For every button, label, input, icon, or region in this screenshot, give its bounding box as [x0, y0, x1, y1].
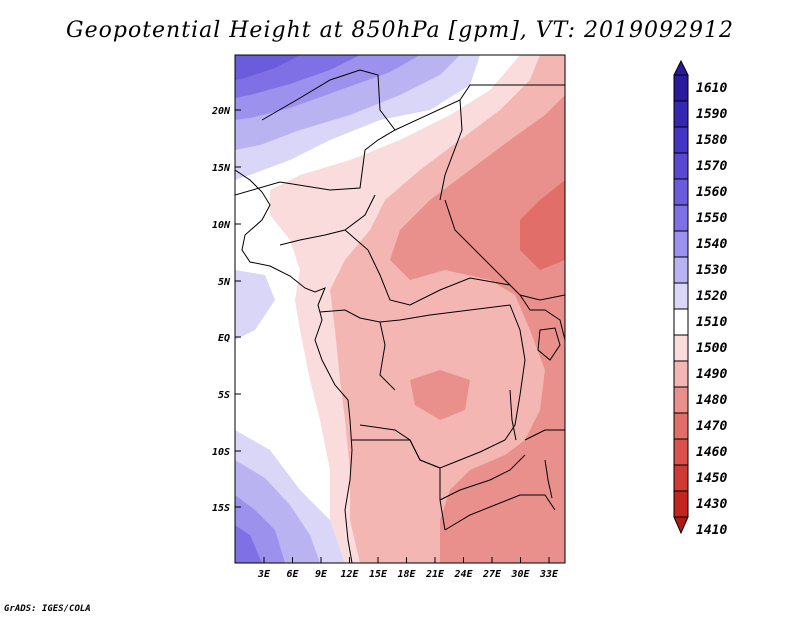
lat-tick-label: 5S: [218, 390, 230, 401]
lon-tick-label: 3E: [257, 569, 271, 580]
colorbar-swatch: [673, 74, 689, 102]
colorbar-swatch: [673, 178, 689, 206]
colorbar-label: 1460: [696, 445, 727, 460]
colorbar-swatch: [673, 126, 689, 154]
border-sahara: [261, 69, 396, 131]
colorbar-label: 1610: [696, 81, 727, 96]
lat-tick-label: 20N: [211, 106, 231, 117]
lat-tick-label: 5N: [218, 277, 231, 288]
field-1470-chad: [520, 180, 565, 270]
lon-tick-label: 30E: [510, 569, 530, 580]
field-1550-south-atlantic: [235, 525, 262, 563]
colorbar-swatch: [673, 256, 689, 284]
border-chad-sudan: [444, 199, 565, 301]
colorbar-label: 1530: [696, 263, 727, 278]
colorbar-swatch: [673, 100, 689, 128]
colorbar-swatch: [673, 152, 689, 180]
colorbar-top-arrow: [673, 59, 689, 76]
lat-tick-label: 15S: [212, 503, 230, 514]
colorbar-label: 1480: [696, 393, 727, 408]
lon-tick-label: 12E: [340, 569, 359, 580]
colorbar-label: 1580: [696, 133, 727, 148]
border-cameroon-car: [344, 229, 511, 306]
colorbar-label: 1550: [696, 211, 727, 226]
field-1560-north: [235, 55, 300, 80]
colorbar-swatch: [673, 360, 689, 388]
colorbar-swatch: [673, 412, 689, 440]
colorbar-swatch: [673, 464, 689, 492]
colorbar-label: 1520: [696, 289, 727, 304]
lon-tick-label: 24E: [453, 569, 473, 580]
colorbar-label: 1560: [696, 185, 727, 200]
border-zambia: [444, 494, 556, 531]
colorbar-swatch: [673, 490, 689, 518]
colorbar-label: 1470: [696, 419, 727, 434]
lon-tick-label: 18E: [397, 569, 416, 580]
colorbar-swatch: [673, 438, 689, 466]
grads-credit: GrADS: IGES/COLA: [4, 604, 91, 614]
border-tanzania: [524, 429, 565, 441]
field-1520-atlantic: [235, 270, 275, 340]
map-frame: [234, 54, 566, 564]
lake-malawi: [544, 459, 553, 499]
colorbar-swatch: [673, 204, 689, 232]
colorbar-swatch: [673, 386, 689, 414]
colorbar-swatch: [673, 334, 689, 362]
lake-tanganyika: [509, 389, 517, 441]
field-1490-congo-basin: [450, 300, 520, 370]
country-borders: [235, 69, 565, 563]
colorbar-label: 1510: [696, 315, 727, 330]
colorbar-swatch: [673, 282, 689, 310]
lat-tick-label: EQ: [218, 333, 230, 344]
border-south: [439, 454, 526, 501]
border-nigeria: [279, 194, 376, 246]
colorbar-label: 1540: [696, 237, 727, 252]
border-mali-niger: [235, 84, 565, 196]
contour-field: [235, 55, 565, 563]
lat-tick-label: 10N: [212, 220, 231, 231]
colorbar-label: 1590: [696, 107, 727, 122]
lat-tick-label: 10S: [212, 447, 230, 458]
colorbar-label: 1450: [696, 471, 727, 486]
field-1480-west-congo: [410, 370, 470, 420]
chart-title: Geopotential Height at 850hPa [gpm], VT:…: [66, 18, 734, 43]
lon-tick-label: 15E: [369, 569, 388, 580]
lon-tick-label: 6E: [286, 569, 299, 580]
border-chad-libya: [439, 99, 463, 201]
coastline-west-africa: [235, 169, 353, 563]
lon-tick-label: 27E: [482, 569, 502, 580]
colorbar-label: 1490: [696, 367, 727, 382]
longitude-axis: 3E 6E 9E 12E 15E 18E 21E 24E 27E 30E 33E: [257, 557, 559, 580]
lon-tick-label: 33E: [539, 569, 559, 580]
colorbar-swatch: [673, 230, 689, 258]
lon-tick-label: 21E: [425, 569, 445, 580]
lon-tick-label: 9E: [315, 569, 328, 580]
latitude-axis: 20N 15N 10N 5N EQ 5S 10S 15S: [211, 106, 241, 514]
lat-tick-label: 15N: [212, 163, 231, 174]
colorbar-label: 1430: [696, 497, 727, 512]
colorbar-label: 1410: [696, 523, 727, 538]
colorbar-bottom-arrow: [673, 516, 689, 535]
lake-victoria: [537, 327, 561, 361]
colorbar: 1610 1590 1580 1570 1560 1550 1540 1530 1520 1510…: [673, 59, 727, 538]
field-1480-land: [390, 95, 565, 563]
colorbar-label: 1500: [696, 341, 727, 356]
border-east-africa: [519, 294, 565, 341]
colorbar-label: 1570: [696, 159, 727, 174]
colorbar-swatch: [673, 308, 689, 336]
